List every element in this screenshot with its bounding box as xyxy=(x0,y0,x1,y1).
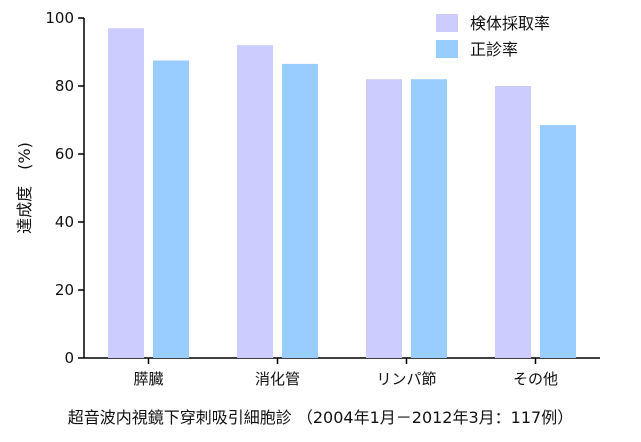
y-tick-label: 0 xyxy=(64,349,74,367)
y-tick-label: 80 xyxy=(55,77,74,95)
y-axis-label: 達成度 (%) xyxy=(15,142,34,234)
bar xyxy=(108,28,144,358)
y-tick-label: 20 xyxy=(55,281,74,299)
bar xyxy=(237,45,273,358)
bar xyxy=(411,79,447,358)
x-tick-label: 消化管 xyxy=(255,370,300,388)
bar xyxy=(495,86,531,358)
x-tick-label: リンパ節 xyxy=(376,370,436,388)
x-axis-label: 超音波内視鏡下穿刺吸引細胞診 （2004年1月－2012年3月：117例） xyxy=(67,408,574,427)
x-axis: 膵臓 消化管 リンパ節 その他 xyxy=(84,357,600,388)
legend-label: 検体採取率 xyxy=(470,14,550,33)
y-tick-label: 60 xyxy=(55,145,74,163)
bars xyxy=(108,28,576,359)
x-tick-label: 膵臓 xyxy=(133,370,163,388)
bar xyxy=(153,60,189,358)
x-tick-label: その他 xyxy=(513,370,558,388)
bar xyxy=(540,125,576,358)
legend-swatch xyxy=(436,40,458,58)
bar xyxy=(282,63,318,359)
y-tick-label: 100 xyxy=(45,9,74,27)
legend-swatch xyxy=(436,14,458,32)
bar xyxy=(366,79,402,358)
legend-label: 正診率 xyxy=(470,40,518,59)
y-tick-label: 40 xyxy=(55,213,74,231)
y-axis: 0 20 40 60 80 100 xyxy=(45,9,85,367)
